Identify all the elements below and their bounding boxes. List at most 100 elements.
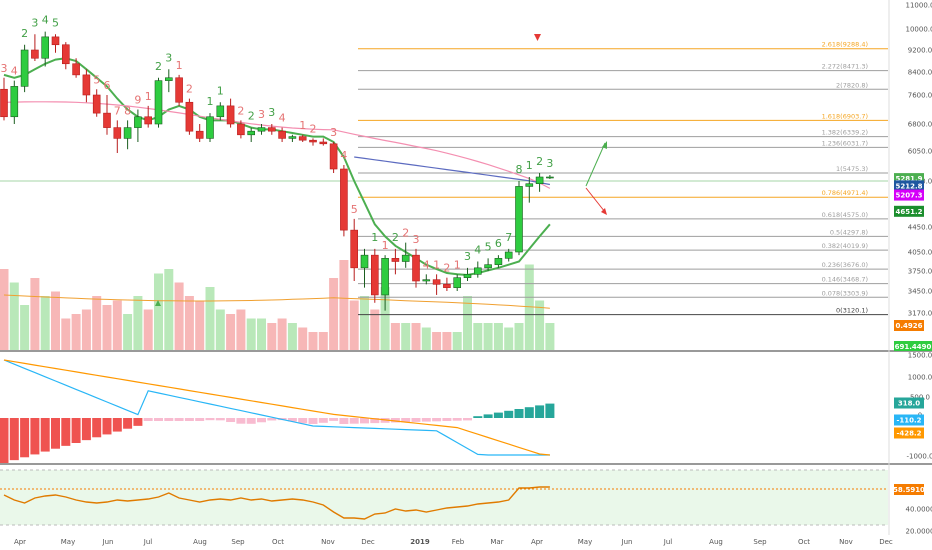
td-sell-count: 1 [145, 90, 152, 103]
candle-body [123, 127, 132, 139]
price-tag [894, 180, 924, 192]
macd-histogram-bar [112, 418, 122, 432]
volume-bar [493, 323, 503, 350]
candle-body [412, 254, 420, 282]
macd-histogram-bar [298, 418, 308, 424]
volume-bar [92, 296, 102, 350]
ema-line [3, 57, 551, 277]
macd-signal-line [3, 359, 550, 456]
volume-bar [287, 323, 297, 350]
td-buy-count: 1 [526, 159, 533, 172]
macd-histogram-bar [514, 409, 524, 418]
candle-body [329, 143, 338, 170]
volume-bar [81, 309, 91, 350]
volume-bar [360, 296, 369, 350]
candle-body [206, 116, 214, 139]
volume-bar [432, 332, 442, 350]
volume-bar [0, 269, 9, 350]
price-axis-tick: 6050.0 [908, 148, 932, 156]
rsi-line [3, 486, 550, 520]
td-buy-count: 6 [495, 237, 502, 250]
price-tag-label: 4651.2 [895, 208, 922, 216]
macd-histogram-bar [226, 418, 236, 423]
time-axis-tick: Nov [321, 538, 335, 546]
td-sell-count: 4 [423, 258, 430, 271]
candle-body [247, 130, 255, 136]
macd-histogram-bar [535, 405, 545, 418]
macd-histogram-bar [360, 418, 369, 424]
fib-level-label: 0.146(3468.7) [822, 276, 868, 284]
volume-bar [123, 314, 133, 350]
volume-bar [277, 318, 287, 350]
fib-level-label: 2(7820.8) [836, 81, 868, 89]
candle-body [360, 254, 369, 269]
volume-bar [514, 323, 524, 350]
fib-level-label: 2.272(8471.3) [822, 63, 868, 71]
price-tag [894, 205, 924, 217]
volume-tag-label: 0.4926 [895, 322, 922, 330]
td-buy-count: 2 [536, 155, 543, 168]
candle-body [175, 77, 183, 103]
td-sell-count: 1 [433, 258, 440, 271]
candle-body [463, 274, 472, 278]
candle-body [504, 251, 513, 259]
macd-histogram-bar [329, 418, 339, 421]
candle-body [443, 284, 451, 288]
td-buy-count: 2 [248, 110, 255, 123]
td-sell-count: 3 [330, 126, 337, 139]
macd-histogram-bar [51, 418, 60, 449]
td-sell-count: 1 [382, 239, 389, 252]
candle-body [515, 186, 523, 253]
candle-body [391, 258, 400, 262]
td-buy-count: 8 [516, 163, 523, 176]
candle-body [309, 139, 317, 143]
time-axis-tick: Sep [753, 538, 767, 546]
candle-body [216, 105, 225, 118]
macd-histogram-bar [133, 418, 143, 426]
fib-level-label: 0.618(4575.0) [822, 211, 868, 219]
projection-arrow-up [585, 142, 606, 187]
volume-bar [524, 264, 534, 350]
volume-bar [411, 323, 421, 350]
volume-bar [164, 269, 174, 350]
macd-histogram-bar [123, 418, 133, 429]
fib-level-label: 0.236(3676.0) [822, 261, 868, 269]
projection-arrow-down [585, 187, 606, 213]
macd-histogram-bar [483, 414, 493, 418]
volume-bar [71, 314, 81, 350]
macd-histogram-bar [401, 418, 411, 423]
candle-body [370, 254, 379, 296]
macd-histogram-bar [370, 418, 380, 424]
macd-histogram-bar [174, 418, 184, 421]
time-axis-tick: Apr [531, 538, 543, 546]
volume-bar [380, 287, 390, 350]
candle-body [20, 49, 29, 87]
macd-histogram-bar [195, 418, 205, 421]
candle-body [422, 279, 431, 282]
candle-body [195, 130, 204, 139]
candle-body [144, 116, 152, 125]
time-axis-tick: Aug [193, 538, 207, 546]
macd-histogram-bar [236, 418, 246, 424]
volume-bar [390, 323, 400, 350]
td-sell-count: 1 [454, 258, 461, 271]
price-axis-tick: 6800.0 [908, 121, 932, 129]
volume-bar [215, 309, 225, 350]
time-axis-tick: Dec [879, 538, 893, 546]
td-buy-count: 7 [505, 231, 512, 244]
fib-level-label: 1.618(6903.7) [822, 112, 868, 120]
td-sell-count: 6 [104, 79, 111, 92]
candle-body [134, 116, 142, 128]
fib-level-label: 1.236(6031.7) [822, 139, 868, 147]
candle-body [103, 112, 111, 128]
time-axis-tick: Sep [231, 538, 245, 546]
price-axis-tick: 3750.0 [908, 268, 932, 276]
time-axis-tick: Jun [102, 538, 114, 546]
fib-level-label: 1(5475.3) [836, 165, 868, 173]
volume-bar [51, 291, 60, 350]
volume-bar [20, 305, 30, 350]
candle-body [51, 36, 60, 46]
time-axis-tick: Feb [452, 538, 465, 546]
price-tag-label: 5281.9 [895, 175, 922, 183]
macd-histogram-bar [339, 418, 349, 424]
